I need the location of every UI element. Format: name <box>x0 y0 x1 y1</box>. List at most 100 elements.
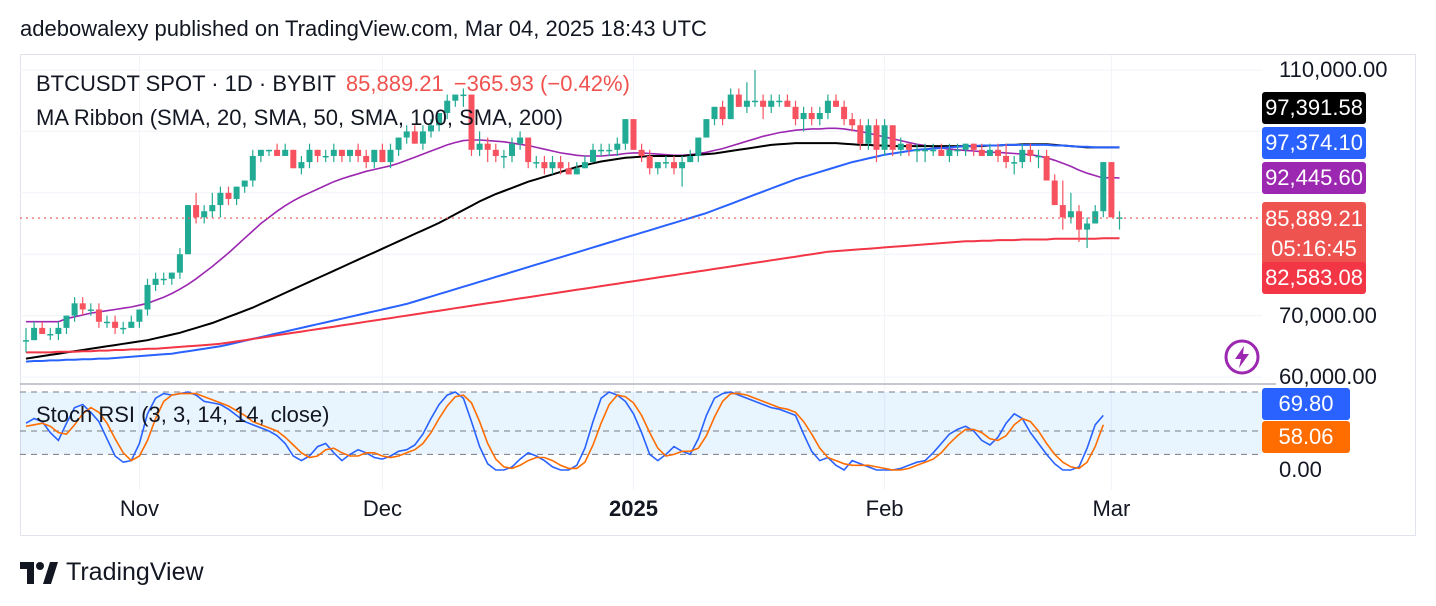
candle-body <box>1011 162 1018 164</box>
candle <box>1084 217 1091 249</box>
candle <box>290 149 297 169</box>
candle <box>525 137 532 169</box>
candle <box>387 143 394 169</box>
candle <box>185 205 191 255</box>
candle-body <box>387 149 394 163</box>
candle <box>492 143 499 163</box>
candle <box>347 149 353 163</box>
candle-body <box>185 205 191 255</box>
candle-body <box>533 162 540 164</box>
candle-body <box>679 162 686 169</box>
candle <box>695 137 702 163</box>
candle-body <box>914 149 920 152</box>
candle <box>654 162 661 175</box>
candle <box>71 297 78 322</box>
candle <box>436 112 443 132</box>
candle-body <box>703 119 710 138</box>
candle-body <box>824 100 831 113</box>
candle <box>379 143 386 163</box>
candle <box>946 143 953 163</box>
candle-body <box>962 143 969 150</box>
stoch-d-line <box>25 392 1105 471</box>
candle-body <box>549 162 556 169</box>
candle <box>800 106 807 132</box>
candle-body <box>1003 155 1010 163</box>
candle-body <box>630 119 637 150</box>
candle-body <box>330 149 337 156</box>
candle-body <box>201 211 208 218</box>
candle <box>873 119 880 163</box>
candle-body <box>23 340 29 342</box>
candle <box>395 137 402 156</box>
stoch-tag: 58.06 <box>1262 421 1350 453</box>
candle-body <box>905 143 912 150</box>
candle <box>128 315 135 328</box>
candle-body <box>282 149 289 156</box>
candle <box>460 88 467 107</box>
candle-body <box>711 106 718 120</box>
candle-body <box>347 149 353 156</box>
candle <box>881 119 888 156</box>
candle <box>1108 162 1115 218</box>
candle <box>452 94 459 107</box>
stoch-lines <box>25 391 1105 472</box>
candle <box>411 125 418 144</box>
candle-body <box>500 155 507 158</box>
candle-body <box>55 327 62 335</box>
candle-body <box>573 168 580 175</box>
candle-body <box>638 149 645 156</box>
candle <box>671 155 677 175</box>
candle <box>978 143 985 156</box>
candle-body <box>881 125 888 150</box>
candle <box>954 143 961 156</box>
candle-body <box>752 100 758 103</box>
candle-body <box>1027 149 1034 156</box>
candle <box>314 149 321 163</box>
candle-body <box>152 278 159 285</box>
candle <box>727 88 734 120</box>
candle-body <box>622 119 629 144</box>
candle <box>590 143 596 163</box>
candle-body <box>930 149 937 152</box>
candle-body <box>395 137 402 150</box>
candle <box>444 94 451 120</box>
candle <box>233 186 240 206</box>
candle <box>476 131 483 156</box>
candle <box>808 106 815 126</box>
time-tick: Feb <box>865 496 904 521</box>
candle <box>403 125 410 144</box>
candle <box>865 119 872 150</box>
candle-body <box>598 149 605 152</box>
candle-body <box>266 149 272 152</box>
stoch-tag: 69.80 <box>1262 388 1350 420</box>
candle <box>95 303 102 328</box>
candle <box>517 131 524 150</box>
tradingview-footer[interactable]: TradingView <box>20 558 204 587</box>
symbol-legend[interactable]: BTCUSDT SPOT · 1D · BYBIT 85,889.21 −365.9… <box>36 71 630 97</box>
symbol-label[interactable]: BTCUSDT SPOT · 1D · BYBIT <box>36 71 336 96</box>
candle <box>1100 162 1107 218</box>
candle <box>23 327 29 353</box>
candle-body <box>298 162 305 169</box>
lightning-icon[interactable] <box>1223 338 1261 376</box>
chart-frame[interactable] <box>20 54 1416 536</box>
candle <box>614 137 621 156</box>
ma-ribbon-legend[interactable]: MA Ribbon (SMA, 20, SMA, 50, SMA, 100, S… <box>36 105 564 130</box>
candle <box>63 315 70 335</box>
countdown: 05:16:45 <box>1271 236 1357 261</box>
candle-body <box>322 155 329 158</box>
stoch-rsi-legend[interactable]: Stoch RSI (3, 3, 14, 14, close) <box>36 402 330 427</box>
candle <box>160 272 167 285</box>
candle-body <box>897 143 904 150</box>
candle-body <box>889 125 896 150</box>
candle-body <box>509 143 515 156</box>
candle-body <box>104 321 110 324</box>
candle <box>104 315 110 328</box>
price-tag: 97,374.10 <box>1262 127 1366 159</box>
candle <box>962 143 969 156</box>
candle-body <box>452 94 459 101</box>
candle-body <box>257 149 264 156</box>
price-change: −365.93 (−0.42%) <box>453 71 630 96</box>
candle <box>598 143 605 156</box>
